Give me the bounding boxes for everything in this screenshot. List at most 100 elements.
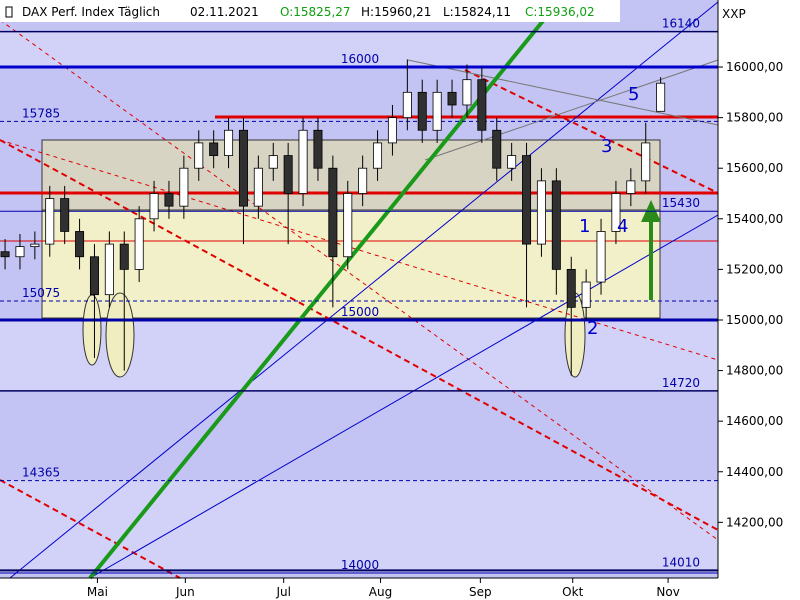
wave-label: 4 bbox=[617, 216, 628, 237]
wave-label: 2 bbox=[587, 318, 598, 339]
candle-body bbox=[194, 142, 204, 169]
red-trend bbox=[0, 479, 181, 579]
candle-body bbox=[492, 129, 502, 169]
candle-body bbox=[104, 243, 114, 296]
candle-body bbox=[15, 246, 25, 258]
y-tick-label: 15600,00 bbox=[726, 161, 783, 175]
candle-body bbox=[30, 243, 40, 248]
header-icon bbox=[5, 6, 13, 18]
candle-body bbox=[373, 142, 383, 169]
candle-body bbox=[224, 129, 234, 156]
candle-body bbox=[611, 193, 621, 232]
x-tick-label: Sep bbox=[469, 585, 492, 599]
red-trend bbox=[464, 69, 719, 194]
wave-label: 5 bbox=[628, 84, 639, 105]
header-title: DAX Perf. Index Täglich bbox=[22, 5, 160, 19]
candle-body bbox=[89, 256, 99, 296]
candle-body bbox=[551, 180, 561, 270]
header-bg bbox=[0, 0, 620, 22]
blue-trend bbox=[89, 214, 719, 579]
level-label: 14720 bbox=[662, 376, 700, 390]
candle-body bbox=[641, 142, 651, 182]
wave-labels: 5 3 1 4 2 bbox=[579, 84, 639, 339]
y-tick-label: 14800,00 bbox=[726, 364, 783, 378]
level-label: 15000 bbox=[341, 305, 379, 319]
axes: 14200,00 14400,00 14600,00 14800,00 15000,00… bbox=[87, 60, 783, 599]
level-label: 14000 bbox=[341, 558, 379, 572]
zone-ellipse bbox=[82, 294, 102, 366]
axis-unit: XXP bbox=[722, 7, 746, 21]
candle-body bbox=[536, 180, 546, 245]
level-label: 16000 bbox=[341, 52, 379, 66]
header-date: 02.11.2021 bbox=[190, 5, 259, 19]
zone-ellipse bbox=[105, 292, 135, 378]
candle-body bbox=[626, 180, 636, 194]
header-high: H:15960,21 bbox=[361, 5, 431, 19]
blue-trend bbox=[9, 1, 719, 579]
wave-label: 1 bbox=[579, 216, 590, 237]
candle-body bbox=[75, 231, 85, 258]
y-tick-label: 14600,00 bbox=[726, 414, 783, 428]
y-tick-label: 15200,00 bbox=[726, 262, 783, 276]
red-trend bbox=[0, 139, 719, 531]
candle-body bbox=[328, 167, 338, 258]
candle-body bbox=[507, 155, 517, 169]
candle-body bbox=[164, 193, 174, 207]
candle-body bbox=[358, 167, 368, 194]
candle-body bbox=[462, 79, 472, 106]
candle-body bbox=[253, 167, 263, 207]
x-tick-label: Jul bbox=[275, 585, 290, 599]
candle-body bbox=[60, 198, 70, 232]
candle-body bbox=[387, 117, 397, 144]
x-tick-label: Okt bbox=[562, 585, 583, 599]
band bbox=[0, 480, 718, 570]
candle-body bbox=[596, 231, 606, 283]
header-low: L:15824,11 bbox=[443, 5, 511, 19]
y-tick-label: 15400,00 bbox=[726, 212, 783, 226]
gray-trend bbox=[424, 59, 719, 161]
candle-body bbox=[179, 167, 189, 207]
y-tick-label: 14200,00 bbox=[726, 515, 783, 529]
level-label: 15430 bbox=[662, 196, 700, 210]
y-tick-label: 15800,00 bbox=[726, 111, 783, 125]
candle-body bbox=[656, 82, 666, 112]
candle-body bbox=[134, 218, 144, 270]
candle-body bbox=[0, 251, 10, 258]
candle-body bbox=[45, 198, 55, 245]
gray-trend bbox=[407, 59, 719, 126]
x-tick-label: Nov bbox=[656, 585, 679, 599]
candle-body bbox=[417, 91, 427, 131]
levels: 16140 16000 15785 15430 15075 15000 14720 14365… bbox=[0, 17, 718, 574]
x-tick-label: Aug bbox=[369, 585, 392, 599]
candle-body bbox=[283, 155, 293, 194]
level-label: 14010 bbox=[662, 555, 700, 569]
candle-body bbox=[566, 268, 576, 308]
x-tick-label: Mai bbox=[87, 585, 108, 599]
x-tick-label: Jun bbox=[175, 585, 195, 599]
header-close: C:15936,02 bbox=[525, 5, 595, 19]
red-trend bbox=[0, 139, 719, 361]
candle-body bbox=[298, 129, 308, 194]
band bbox=[0, 31, 718, 67]
candle-body bbox=[268, 155, 278, 169]
red-trend bbox=[0, 19, 719, 541]
candle-body bbox=[149, 193, 159, 220]
wave-label: 3 bbox=[601, 136, 612, 157]
candle-body bbox=[343, 193, 353, 258]
candle-body bbox=[477, 79, 487, 131]
level-label: 14365 bbox=[22, 466, 60, 480]
candle-body bbox=[238, 129, 248, 207]
level-label: 15075 bbox=[22, 286, 60, 300]
y-tick-label: 16000,00 bbox=[726, 60, 783, 74]
candle-body bbox=[581, 281, 591, 308]
y-tick-label: 14400,00 bbox=[726, 465, 783, 479]
candle-body bbox=[119, 243, 129, 270]
level-label: 15785 bbox=[22, 106, 60, 120]
level-label: 16140 bbox=[662, 17, 700, 31]
candles bbox=[0, 59, 666, 376]
header-open: O:15825,27 bbox=[280, 5, 351, 19]
candle-body bbox=[313, 129, 323, 169]
candle-body bbox=[447, 91, 457, 106]
candle-body bbox=[209, 142, 219, 156]
